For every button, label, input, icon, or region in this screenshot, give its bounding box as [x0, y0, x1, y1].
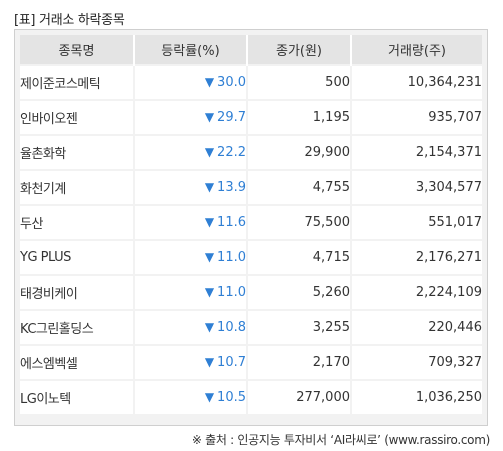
- change-rate-value: 22.2: [217, 145, 246, 160]
- table-row: KC그린홀딩스 ▼ 10.8 3,255 220,446: [20, 309, 482, 345]
- change-rate-value: 10.7: [217, 355, 246, 370]
- header-volume: 거래량(주): [351, 35, 482, 65]
- closing-price: 2,170: [247, 344, 352, 380]
- stock-name: YG PLUS: [20, 239, 135, 275]
- down-arrow-icon: ▼: [204, 355, 215, 369]
- change-rate-value: 11.0: [217, 285, 246, 300]
- table-row: LG이노텍 ▼ 10.5 277,000 1,036,250: [20, 379, 482, 414]
- table-row: 제이준코스메틱 ▼ 30.0 500 10,364,231: [20, 64, 482, 100]
- change-rate: ▼ 13.9: [134, 169, 248, 205]
- trading-volume: 10,364,231: [351, 64, 482, 100]
- stock-name: 율촌화학: [20, 134, 135, 170]
- table-row: 태경비케이 ▼ 11.0 5,260 2,224,109: [20, 274, 482, 310]
- trading-volume: 2,154,371: [351, 134, 482, 170]
- trading-volume: 551,017: [351, 204, 482, 240]
- closing-price: 29,900: [247, 134, 352, 170]
- table-row: 두산 ▼ 11.6 75,500 551,017: [20, 204, 482, 240]
- change-rate-value: 11.0: [217, 250, 246, 265]
- table-header-row: 종목명 등락률(%) 종가(원) 거래량(주): [20, 35, 482, 65]
- down-arrow-icon: ▼: [204, 320, 215, 334]
- stock-name: 에스엠벡셀: [20, 344, 135, 380]
- change-rate: ▼ 10.8: [134, 309, 248, 345]
- source-note: ※ 출처 : 인공지능 투자비서 ‘AI라씨로’ (www.rassiro.co…: [191, 433, 490, 447]
- trading-volume: 3,304,577: [351, 169, 482, 205]
- table-row: 인바이오젠 ▼ 29.7 1,195 935,707: [20, 99, 482, 135]
- change-rate-value: 30.0: [217, 75, 246, 90]
- change-rate: ▼ 29.7: [134, 99, 248, 135]
- closing-price: 5,260: [247, 274, 352, 310]
- down-arrow-icon: ▼: [204, 215, 215, 229]
- header-price: 종가(원): [247, 35, 352, 65]
- down-arrow-icon: ▼: [204, 250, 215, 264]
- trading-volume: 935,707: [351, 99, 482, 135]
- change-rate-value: 13.9: [217, 180, 246, 195]
- change-rate: ▼ 30.0: [134, 64, 248, 100]
- trading-volume: 2,224,109: [351, 274, 482, 310]
- table-title: [표] 거래소 하락종목: [14, 13, 125, 28]
- table-row: 에스엠벡셀 ▼ 10.7 2,170 709,327: [20, 344, 482, 380]
- trading-volume: 1,036,250: [351, 379, 482, 414]
- closing-price: 3,255: [247, 309, 352, 345]
- stock-name: 태경비케이: [20, 274, 135, 310]
- table-body: 제이준코스메틱 ▼ 30.0 500 10,364,231 인바이오젠 ▼ 29.7 1,195…: [20, 64, 482, 414]
- trading-volume: 220,446: [351, 309, 482, 345]
- down-arrow-icon: ▼: [204, 145, 215, 159]
- closing-price: 4,755: [247, 169, 352, 205]
- table-row: 율촌화학 ▼ 22.2 29,900 2,154,371: [20, 134, 482, 170]
- down-arrow-icon: ▼: [204, 180, 215, 194]
- change-rate-value: 10.8: [217, 320, 246, 335]
- stock-name: 인바이오젠: [20, 99, 135, 135]
- stock-name: LG이노텍: [20, 379, 135, 414]
- change-rate-value: 10.5: [217, 390, 246, 405]
- change-rate: ▼ 10.5: [134, 379, 248, 414]
- header-rate: 등락률(%): [134, 35, 248, 65]
- down-arrow-icon: ▼: [204, 390, 215, 404]
- closing-price: 1,195: [247, 99, 352, 135]
- closing-price: 75,500: [247, 204, 352, 240]
- stock-name: 제이준코스메틱: [20, 64, 135, 100]
- header-name: 종목명: [20, 35, 135, 65]
- down-arrow-icon: ▼: [204, 75, 215, 89]
- change-rate: ▼ 11.0: [134, 274, 248, 310]
- stock-name: 화천기계: [20, 169, 135, 205]
- closing-price: 4,715: [247, 239, 352, 275]
- stock-table: 종목명 등락률(%) 종가(원) 거래량(주) 제이준코스메틱 ▼ 30.0 500 1…: [20, 35, 482, 414]
- change-rate: ▼ 11.6: [134, 204, 248, 240]
- stock-name: KC그린홀딩스: [20, 309, 135, 345]
- table-row: YG PLUS ▼ 11.0 4,715 2,176,271: [20, 239, 482, 275]
- closing-price: 500: [247, 64, 352, 100]
- change-rate-value: 11.6: [217, 215, 246, 230]
- closing-price: 277,000: [247, 379, 352, 414]
- trading-volume: 2,176,271: [351, 239, 482, 275]
- table-row: 화천기계 ▼ 13.9 4,755 3,304,577: [20, 169, 482, 205]
- change-rate: ▼ 22.2: [134, 134, 248, 170]
- trading-volume: 709,327: [351, 344, 482, 380]
- down-arrow-icon: ▼: [204, 110, 215, 124]
- change-rate-value: 29.7: [217, 110, 246, 125]
- change-rate: ▼ 11.0: [134, 239, 248, 275]
- change-rate: ▼ 10.7: [134, 344, 248, 380]
- stock-name: 두산: [20, 204, 135, 240]
- down-arrow-icon: ▼: [204, 285, 215, 299]
